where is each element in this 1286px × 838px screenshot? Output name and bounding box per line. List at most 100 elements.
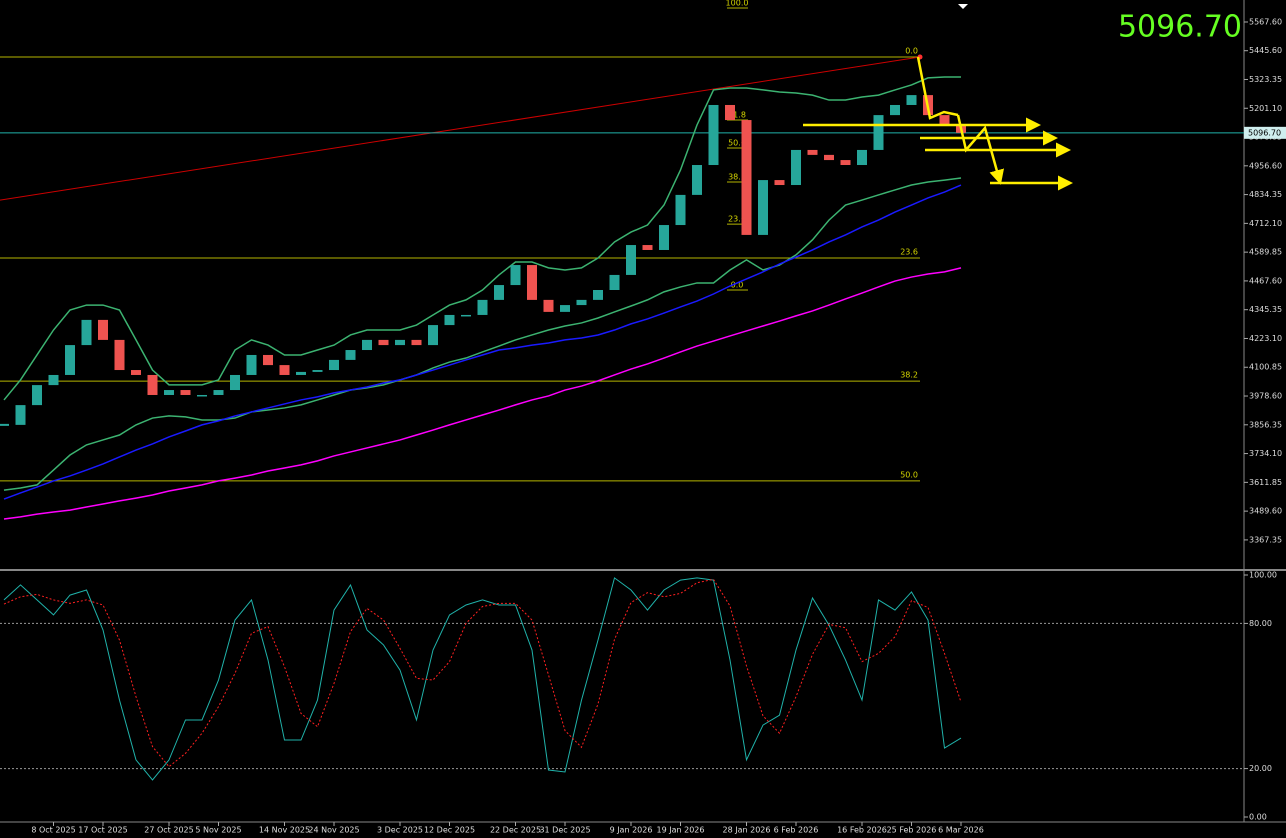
x-tick-label: 19 Jan 2026 xyxy=(657,826,705,835)
fib-label: 23.6 xyxy=(900,247,918,256)
fib-label: 100.0 xyxy=(726,0,749,8)
candle xyxy=(939,115,950,125)
y-tick-label: 3367.35 xyxy=(1249,535,1282,544)
candle xyxy=(593,290,603,300)
y-tick-label: 4100.85 xyxy=(1249,363,1282,372)
candle xyxy=(560,305,570,312)
candle xyxy=(411,339,422,346)
y-tick-label: 100.00 xyxy=(1249,571,1277,580)
candle xyxy=(774,180,785,186)
candle xyxy=(263,354,273,366)
candle xyxy=(857,149,867,166)
indicator-line xyxy=(3,267,962,520)
x-tick-label: 6 Feb 2026 xyxy=(774,826,819,835)
candle xyxy=(0,423,9,426)
candle xyxy=(692,165,702,195)
fib-label: 0.0 xyxy=(731,281,744,290)
candle xyxy=(609,274,620,291)
arrow-path xyxy=(916,56,959,120)
fib-label: 50.0 xyxy=(900,470,918,479)
candle xyxy=(32,385,42,406)
candle xyxy=(114,339,125,371)
candle xyxy=(741,120,752,235)
current-price-box xyxy=(1244,126,1286,139)
x-tick-label: 27 Oct 2025 xyxy=(144,826,193,835)
fib-label: 0.0 xyxy=(905,46,918,55)
candle xyxy=(395,339,405,346)
candle xyxy=(461,314,471,317)
candle xyxy=(197,394,207,397)
yellow-arrows xyxy=(803,56,1073,191)
candle xyxy=(725,104,735,121)
x-tick-label: 31 Dec 2025 xyxy=(539,826,590,835)
fib-label: 61.8 xyxy=(728,111,746,120)
candle xyxy=(230,374,240,391)
candle xyxy=(362,339,372,351)
x-tick-label: 6 Mar 2026 xyxy=(938,826,984,835)
candle xyxy=(444,314,455,326)
x-tick-label: 28 Jan 2026 xyxy=(723,826,771,835)
y-tick-label: 5323.35 xyxy=(1249,75,1282,84)
x-tick-label: 9 Jan 2026 xyxy=(610,826,653,835)
candle xyxy=(312,370,323,372)
y-tick-label: 0.00 xyxy=(1249,813,1267,822)
y-tick-label: 4223.10 xyxy=(1249,334,1282,343)
candle xyxy=(758,180,768,235)
candle xyxy=(98,319,108,340)
candle xyxy=(180,390,191,395)
y-tick-label: 3734.10 xyxy=(1249,449,1282,458)
oscillator-line xyxy=(3,578,962,768)
x-tick-label: 12 Dec 2025 xyxy=(424,826,475,835)
y-tick-label: 5445.60 xyxy=(1249,46,1282,55)
y-tick-label: 4712.10 xyxy=(1249,219,1282,228)
x-tick-label: 14 Nov 2025 xyxy=(259,826,310,835)
candle xyxy=(642,245,653,250)
candle xyxy=(494,285,504,300)
indicator-line xyxy=(3,177,962,491)
candle xyxy=(840,160,851,166)
candle xyxy=(807,149,818,155)
y-tick-label: 5567.60 xyxy=(1249,17,1282,26)
candle xyxy=(791,149,801,186)
y-tick-label: 20.00 xyxy=(1249,764,1272,773)
x-tick-label: 24 Nov 2025 xyxy=(308,826,359,835)
y-tick-label: 3611.85 xyxy=(1249,478,1282,487)
x-tick-label: 16 Feb 2026 xyxy=(837,826,887,835)
candle xyxy=(147,374,158,395)
candle xyxy=(527,265,537,300)
candle xyxy=(659,225,669,250)
x-tick-label: 5 Nov 2025 xyxy=(195,826,241,835)
x-tick-label: 8 Oct 2025 xyxy=(31,826,75,835)
candle xyxy=(543,299,554,312)
candle xyxy=(890,104,900,116)
candle xyxy=(81,319,92,346)
candle xyxy=(15,405,26,425)
candle xyxy=(906,95,917,105)
shift-marker xyxy=(958,4,968,9)
y-tick-label: 80.00 xyxy=(1249,619,1272,628)
indicator-line xyxy=(3,184,962,500)
candle xyxy=(675,194,686,226)
x-tick-label: 22 Dec 2025 xyxy=(490,826,541,835)
trendline xyxy=(0,56,921,201)
candle xyxy=(131,370,141,375)
y-tick-label: 3489.60 xyxy=(1249,507,1282,516)
y-tick-label: 3856.35 xyxy=(1249,420,1282,429)
candle xyxy=(296,371,306,375)
candle xyxy=(48,374,59,386)
candle xyxy=(65,345,75,375)
candle xyxy=(477,299,488,315)
y-tick-label: 4834.35 xyxy=(1249,190,1282,199)
fib-label: 23.6 xyxy=(728,215,746,224)
candle xyxy=(873,115,884,150)
y-tick-label: 4345.35 xyxy=(1249,305,1282,314)
candle xyxy=(246,354,257,375)
y-tick-label: 4956.60 xyxy=(1249,161,1282,170)
fib-label: 50.0 xyxy=(728,139,746,148)
y-tick-label: 5201.10 xyxy=(1249,104,1282,113)
x-tick-label: 25 Feb 2026 xyxy=(887,826,937,835)
fib-label: 38.2 xyxy=(900,371,918,380)
